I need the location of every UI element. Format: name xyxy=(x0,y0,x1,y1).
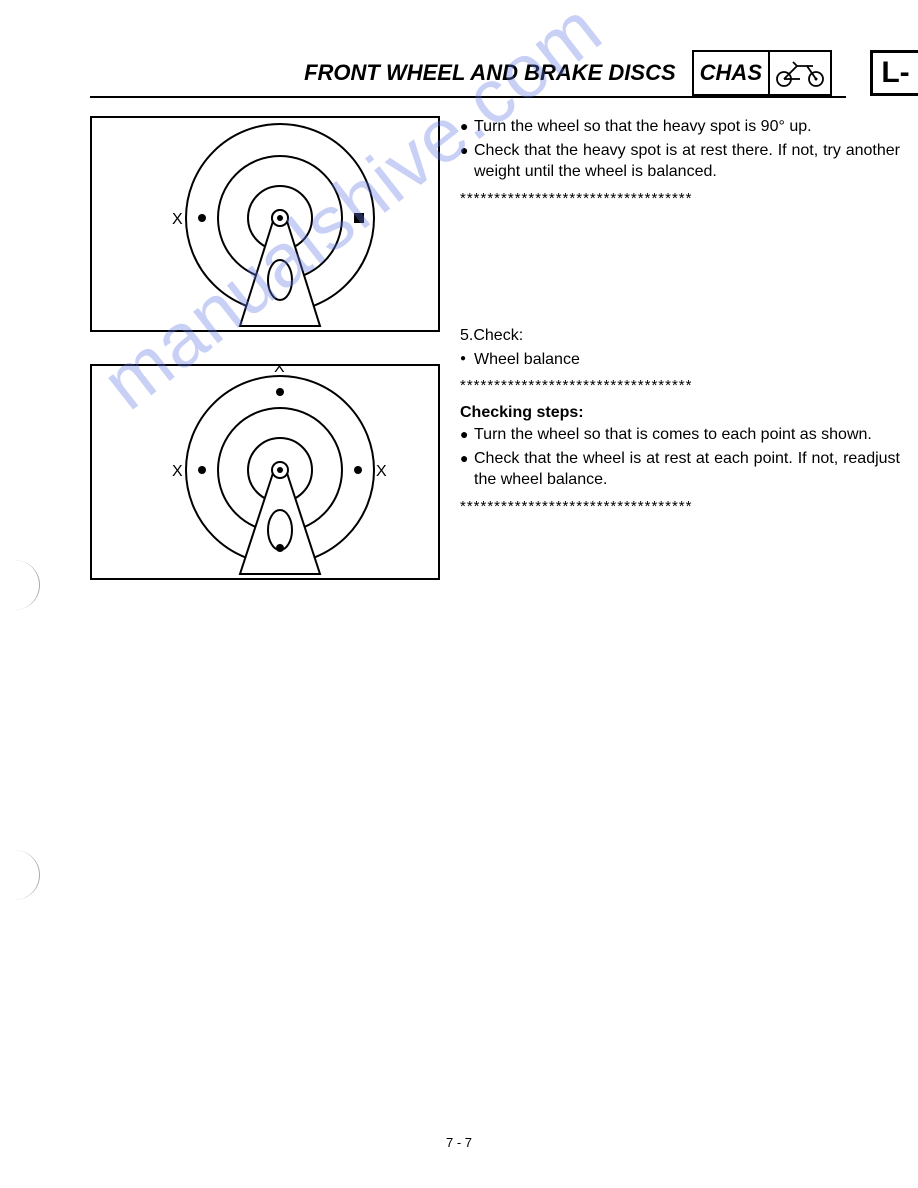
separator-stars: ********************************** xyxy=(460,189,900,209)
section-letter-box: L- xyxy=(870,50,918,96)
motorcycle-icon xyxy=(770,52,830,94)
separator-stars: ********************************** xyxy=(460,497,900,517)
page-title: FRONT WHEEL AND BRAKE DISCS xyxy=(304,60,676,86)
page-header: FRONT WHEEL AND BRAKE DISCS CHAS L- xyxy=(90,50,918,96)
checking-steps-heading: Checking steps: xyxy=(460,402,900,424)
manual-page: FRONT WHEEL AND BRAKE DISCS CHAS L- xyxy=(0,0,918,1188)
instruction-bullet: ● Turn the wheel so that is comes to eac… xyxy=(460,424,900,446)
diagrams-column: X xyxy=(90,116,440,580)
separator-stars: ********************************** xyxy=(460,376,900,396)
instruction-text: Turn the wheel so that is comes to each … xyxy=(474,424,900,446)
section-letter: L- xyxy=(881,56,909,90)
bullet-icon: ● xyxy=(460,116,474,138)
bullet-icon: ● xyxy=(460,448,474,491)
svg-text:X: X xyxy=(274,366,285,376)
chas-label: CHAS xyxy=(694,52,770,94)
svg-text:X: X xyxy=(376,463,387,480)
instruction-text: Check that the heavy spot is at rest the… xyxy=(474,140,900,183)
bullet-icon: ● xyxy=(460,349,474,371)
diagram-wheel-balance-1: X xyxy=(90,116,440,332)
check-item: ● Wheel balance xyxy=(460,349,900,371)
svg-text:X: X xyxy=(172,463,183,480)
step-heading: 5.Check: xyxy=(460,325,900,347)
instruction-bullet: ● Turn the wheel so that the heavy spot … xyxy=(460,116,900,138)
instruction-text: Check that the wheel is at rest at each … xyxy=(474,448,900,491)
bullet-icon: ● xyxy=(460,424,474,446)
binding-mark xyxy=(0,560,40,610)
text-column: ● Turn the wheel so that the heavy spot … xyxy=(460,116,900,580)
instruction-text: Turn the wheel so that the heavy spot is… xyxy=(474,116,900,138)
instruction-bullet: ● Check that the wheel is at rest at eac… xyxy=(460,448,900,491)
bullet-icon: ● xyxy=(460,140,474,183)
content-area: X xyxy=(90,116,900,580)
chas-badge: CHAS xyxy=(692,50,832,96)
title-underline xyxy=(90,96,846,98)
svg-text:X: X xyxy=(172,211,183,228)
binding-mark xyxy=(0,850,40,900)
instruction-bullet: ● Check that the heavy spot is at rest t… xyxy=(460,140,900,183)
check-item-text: Wheel balance xyxy=(474,349,900,371)
diagram-wheel-balance-2: X X X X xyxy=(90,364,440,580)
page-number: 7 - 7 xyxy=(446,1135,472,1150)
